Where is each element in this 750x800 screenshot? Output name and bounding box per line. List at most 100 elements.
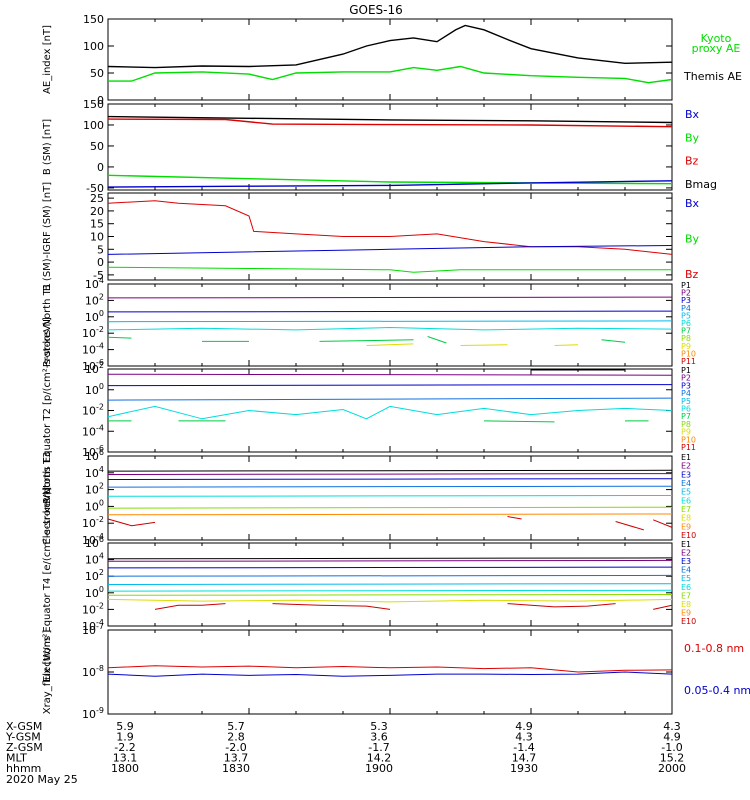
- series-line-10: [615, 521, 644, 531]
- series-line-1: [107, 296, 673, 299]
- legend-entry: E1: [681, 453, 691, 462]
- legend-entry: proxy AE: [692, 42, 741, 55]
- legend-entry: E5: [681, 488, 691, 497]
- series-line-4: [107, 485, 673, 488]
- series-line-9: [154, 603, 226, 610]
- footer-row-label: Y-GSM: [5, 731, 41, 744]
- series-line-2: [107, 245, 673, 255]
- legend-entry: E7: [681, 591, 691, 600]
- y-tick-label: 10-8: [82, 664, 104, 679]
- footer-value: -2.0: [225, 741, 246, 754]
- legend-entry: P11: [681, 357, 696, 366]
- footer-value: 13.1: [113, 752, 138, 765]
- y-tick-label: 20: [90, 205, 104, 218]
- legend-entry: P5: [681, 397, 691, 406]
- footer-value: 1800: [111, 762, 139, 775]
- y-tick-label: 10-2: [82, 403, 104, 418]
- legend-entry: P2: [681, 374, 691, 383]
- y-axis-label: Electrons Equator T4 [e/(cm²-s-sr-keV)]: [42, 487, 53, 682]
- footer-value: 4.3: [663, 720, 681, 733]
- legend-entry: P9: [681, 342, 691, 351]
- panel-2: -50 0 50 100 150 B (SM) [nT] Bx By Bz Bmag: [42, 98, 717, 195]
- y-tick-label: 104: [85, 276, 104, 291]
- y-tick-label: 150: [83, 13, 104, 26]
- legend-entry: P3: [681, 381, 691, 390]
- footer-value: 14.7: [512, 752, 537, 765]
- series-line-4: [107, 180, 673, 188]
- series-line-3: [107, 566, 673, 569]
- series-line-8: [107, 598, 673, 603]
- series-line-6: [107, 589, 673, 592]
- legend: Bx By Bz: [685, 197, 700, 281]
- legend-entry: P2: [681, 289, 691, 298]
- y-tick-label: 25: [90, 192, 104, 205]
- series-line-8: [427, 336, 447, 344]
- legend-entry: Bx: [685, 108, 700, 121]
- y-axis-label: Protons North T1: [42, 283, 53, 367]
- series-line-3: [107, 478, 673, 480]
- footer-value: -1.4: [513, 741, 534, 754]
- footer-row-label: MLT: [6, 752, 27, 765]
- series-line-2: [107, 118, 673, 128]
- footer-value: 1.9: [116, 731, 134, 744]
- legend-entry: P8: [681, 420, 691, 429]
- footer-value: 13.7: [224, 752, 249, 765]
- legend-entry: Bz: [685, 155, 699, 168]
- footer-value: -2.2: [114, 741, 135, 754]
- y-tick-label: -5: [93, 269, 104, 282]
- series-line-1: [107, 665, 673, 673]
- footer-value: 4.3: [515, 731, 533, 744]
- series-line-12: [653, 604, 673, 610]
- footer-value: 5.9: [116, 720, 134, 733]
- footer-value: 1830: [222, 762, 250, 775]
- footer-row-label: X-GSM: [6, 720, 42, 733]
- series-line-11: [460, 344, 508, 346]
- legend-entry: E9: [681, 522, 691, 531]
- series-line-9: [601, 339, 626, 343]
- legend-entry: E5: [681, 574, 691, 583]
- footer-value: 5.3: [370, 720, 388, 733]
- panel-frame: [107, 283, 673, 367]
- y-tick-label: 102: [85, 292, 104, 307]
- y-tick-label: 0: [97, 94, 104, 107]
- series-line-1: [107, 557, 673, 560]
- y-tick-label: 10-7: [82, 622, 104, 637]
- legend: 0.1-0.8 nm 0.05-0.4 nm: [684, 642, 750, 697]
- series-line-6: [107, 506, 673, 509]
- series-line-8: [483, 420, 555, 423]
- y-tick-label: 100: [83, 119, 104, 132]
- legend-entry: P5: [681, 311, 691, 320]
- series-line-2: [107, 559, 673, 562]
- y-tick-label: 104: [85, 465, 104, 480]
- legend-entry: E3: [681, 557, 691, 566]
- series-line-4: [107, 574, 673, 577]
- series-line-5: [107, 405, 673, 420]
- footer-value: 3.6: [370, 731, 388, 744]
- legend-entry: P6: [681, 319, 691, 328]
- series-line-1: [107, 469, 673, 472]
- footer-value: -1.7: [368, 741, 389, 754]
- y-tick-label: 0: [97, 161, 104, 174]
- y-tick-label: 100: [85, 309, 104, 324]
- legend-entry: E8: [681, 600, 691, 609]
- y-tick-label: 102: [85, 361, 104, 376]
- y-tick-label: -50: [86, 182, 104, 195]
- series-line-5: [107, 495, 673, 497]
- legend-entry: E2: [681, 549, 691, 558]
- legend-entry: E6: [681, 496, 691, 505]
- series-line-11: [653, 519, 673, 528]
- series-line-2: [107, 473, 673, 475]
- footer-value: 4.9: [515, 720, 533, 733]
- y-axis-label: B (SM)-IGRF (SM) [nT]: [42, 182, 53, 291]
- y-tick-label: 102: [85, 482, 104, 497]
- y-axis-label: Xray_flux [W/m²]: [42, 630, 53, 715]
- footer-value: 4.9: [663, 731, 681, 744]
- y-tick-label: 50: [90, 67, 104, 80]
